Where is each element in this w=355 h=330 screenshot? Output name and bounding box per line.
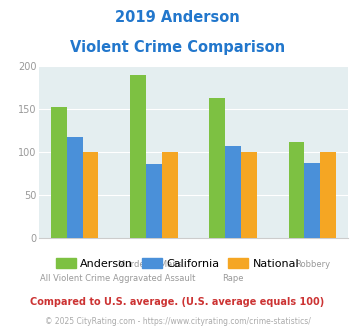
Text: Compared to U.S. average. (U.S. average equals 100): Compared to U.S. average. (U.S. average … xyxy=(31,297,324,307)
Bar xyxy=(146,164,162,238)
Legend: Anderson, California, National: Anderson, California, National xyxy=(51,254,304,273)
Bar xyxy=(162,152,178,238)
Text: © 2025 CityRating.com - https://www.cityrating.com/crime-statistics/: © 2025 CityRating.com - https://www.city… xyxy=(45,317,310,326)
Bar xyxy=(67,137,83,238)
Bar xyxy=(320,152,336,238)
Text: Violent Crime Comparison: Violent Crime Comparison xyxy=(70,40,285,54)
Text: Aggravated Assault: Aggravated Assault xyxy=(113,274,195,282)
Bar xyxy=(241,152,257,238)
Bar xyxy=(83,152,98,238)
Bar xyxy=(209,98,225,238)
Text: Rape: Rape xyxy=(222,274,244,282)
Text: Murder & Mans...: Murder & Mans... xyxy=(118,260,190,269)
Text: Robbery: Robbery xyxy=(295,260,330,269)
Bar xyxy=(225,146,241,238)
Bar xyxy=(51,107,67,238)
Bar xyxy=(304,163,320,238)
Bar xyxy=(289,142,304,238)
Text: All Violent Crime: All Violent Crime xyxy=(39,274,110,282)
Bar xyxy=(130,75,146,238)
Text: 2019 Anderson: 2019 Anderson xyxy=(115,10,240,25)
